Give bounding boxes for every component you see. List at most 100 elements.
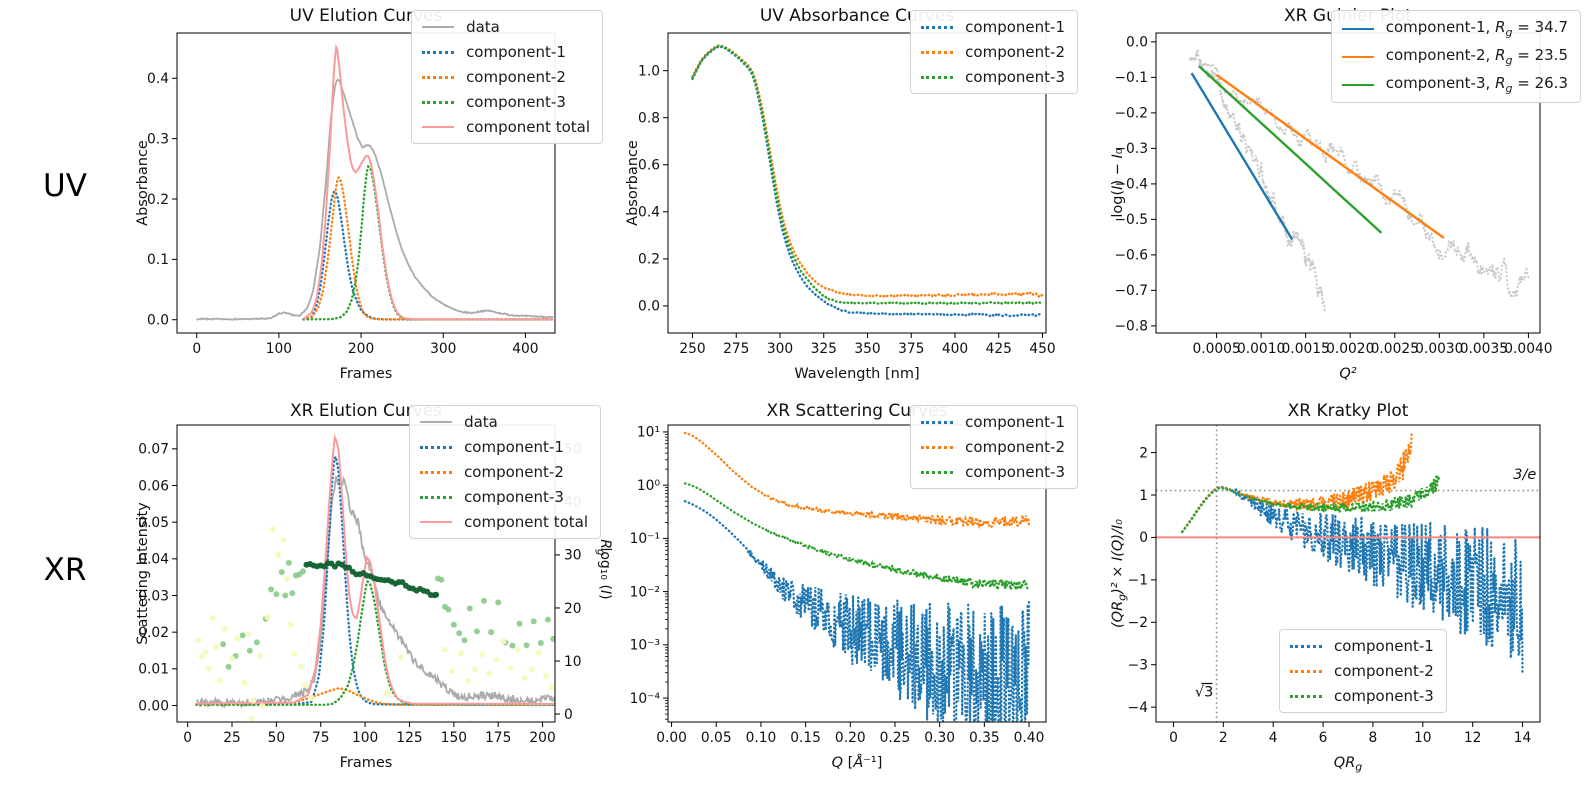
chart-xr-scattering-curves: XR Scattering Curves 0.00 0.05 0.10 0.15 0.20… <box>620 395 1090 790</box>
svg-text:75: 75 <box>312 730 330 746</box>
legend-dotted-line-sample <box>1290 694 1322 698</box>
x-axis-ticks: 0 25 50 75 100 125 150 175 200 <box>183 722 556 746</box>
svg-text:0.2: 0.2 <box>147 192 169 208</box>
chart-title: XR Kratky Plot <box>1288 401 1409 421</box>
svg-text:0.10: 0.10 <box>746 730 777 746</box>
chart-title: UV Elution Curves <box>290 6 443 26</box>
svg-text:0.0040: 0.0040 <box>1504 341 1552 357</box>
legend-label: component-2 <box>965 43 1065 61</box>
svg-text:10⁻³: 10⁻³ <box>630 638 660 654</box>
y2-axis-label: log₁₀ (I) <box>597 547 613 599</box>
svg-text:0.04: 0.04 <box>138 552 169 568</box>
x-axis-ticks: 0 2 4 6 8 10 12 14 <box>1169 722 1531 746</box>
series-component-total <box>302 43 554 321</box>
svg-text:125: 125 <box>396 730 422 746</box>
svg-text:0.4: 0.4 <box>147 71 169 87</box>
svg-text:−4: −4 <box>1128 700 1148 716</box>
svg-text:375: 375 <box>898 341 924 357</box>
legend-label: component-3 <box>1334 687 1434 705</box>
y-axis-label: Absorbance <box>135 140 151 226</box>
legend-solid-line-sample <box>420 421 453 423</box>
legend-label: component-1, Rg = 34.7 <box>1385 18 1568 39</box>
row-label-xr: XR <box>43 552 87 588</box>
series-fit-component-1 <box>1190 72 1294 241</box>
legend-entry: component-1 <box>921 18 1065 36</box>
svg-text:−1: −1 <box>1128 573 1148 589</box>
x-axis-label: Wavelength [nm] <box>794 366 919 382</box>
legend-entry: component-3 <box>921 68 1065 86</box>
chart-xr-kratky-plot: XR Kratky Plot 0 2 4 6 8 10 12 14 −4 −3 −2 −1 0 1 2 QRg(… <box>1105 395 1593 790</box>
y-axis-ticks: 0.00 0.01 0.02 0.03 0.04 0.05 0.06 0.07 <box>138 442 177 714</box>
svg-text:0.0015: 0.0015 <box>1282 341 1330 357</box>
y-axis-label: Absorbance <box>625 140 641 226</box>
svg-text:−0.8: −0.8 <box>1114 319 1148 335</box>
legend-dotted-line-sample <box>422 75 455 79</box>
row-label-uv: UV <box>43 168 87 204</box>
svg-text:275: 275 <box>723 341 749 357</box>
legend-label: component-1 <box>466 43 566 61</box>
legend-entry: component-1 <box>420 438 588 456</box>
series-fit-component-3 <box>1197 65 1383 234</box>
svg-text:0.0: 0.0 <box>147 313 169 329</box>
legend-dotted-line-sample <box>420 470 453 474</box>
legend: component-1 component-2 component-3 <box>910 10 1078 94</box>
legend-label: component-2 <box>466 68 566 86</box>
series-component-1 <box>302 190 555 321</box>
legend: component-1 component-2 component-3 <box>1279 629 1447 713</box>
legend: data component-1 component-2 component-3 com… <box>409 405 601 539</box>
legend-entry: component-2 <box>420 463 588 481</box>
svg-text:200: 200 <box>529 730 555 746</box>
svg-text:300: 300 <box>767 341 793 357</box>
legend-dotted-line-sample <box>921 50 954 54</box>
legend-solid-line-sample <box>1341 27 1374 30</box>
x-axis-label: Q² <box>1339 366 1356 382</box>
svg-text:0.0030: 0.0030 <box>1415 341 1463 357</box>
svg-text:8: 8 <box>1369 730 1378 746</box>
chart-uv-absorbance-curves: UV Absorbance Curves 250 275 300 325 350 375 40… <box>620 0 1090 395</box>
svg-text:0.0: 0.0 <box>1126 35 1148 51</box>
chart-svg: XR Scattering Curves 0.00 0.05 0.10 0.15 0.20… <box>630 401 1047 771</box>
svg-text:0.2: 0.2 <box>638 252 660 268</box>
series-component-2 <box>302 175 555 321</box>
series-guinier-data-1 <box>1188 48 1327 315</box>
svg-text:10⁻⁴: 10⁻⁴ <box>630 691 661 707</box>
series-component-2 <box>683 431 1031 530</box>
svg-text:0.35: 0.35 <box>969 730 1000 746</box>
chart-title: XR Elution Curves <box>290 401 442 421</box>
y-axis-ticks: −4 −3 −2 −1 0 1 2 <box>1128 445 1156 716</box>
legend-label: data <box>466 18 500 36</box>
svg-text:175: 175 <box>485 730 511 746</box>
legend-entry: component-3 <box>422 93 590 111</box>
y-axis-ticks: 0.0 0.1 0.2 0.3 0.4 <box>147 71 177 329</box>
series-group <box>195 433 555 722</box>
series-component-1 <box>691 45 1044 318</box>
svg-text:0.06: 0.06 <box>138 478 169 494</box>
svg-text:450: 450 <box>1029 341 1055 357</box>
legend-label: component-1 <box>464 438 564 456</box>
svg-text:100: 100 <box>352 730 378 746</box>
series-component-3 <box>683 482 1031 593</box>
svg-text:0.25: 0.25 <box>880 730 911 746</box>
series-group <box>691 44 1044 318</box>
svg-text:10¹: 10¹ <box>637 425 660 441</box>
annotation: 3/e <box>1513 467 1536 483</box>
x-axis-ticks: 0.00050.00100.00150.00200.00250.00300.00… <box>1192 333 1553 357</box>
scatter-rg-dark <box>303 560 440 599</box>
legend-label: component-1 <box>965 18 1065 36</box>
legend-dotted-line-sample <box>921 25 954 29</box>
svg-text:−0.3: −0.3 <box>1114 141 1148 157</box>
legend-label: component-3 <box>965 463 1065 481</box>
series-component-3 <box>691 44 1044 306</box>
x-axis-label: Frames <box>340 366 393 382</box>
x-axis-ticks: 250 275 300 325 350 375 400 425 450 <box>679 333 1056 357</box>
legend-entry: component-1 <box>921 413 1065 431</box>
y-axis-ticks: 0.0 0.2 0.4 0.6 0.8 1.0 <box>638 63 668 315</box>
legend-entry: component-2, Rg = 23.5 <box>1341 46 1568 67</box>
x-axis-label: Frames <box>340 755 393 771</box>
x-axis-ticks: 0.00 0.05 0.10 0.15 0.20 0.25 0.30 0.35 0.40 <box>656 722 1044 746</box>
chart-title: XR Scattering Curves <box>767 401 948 421</box>
svg-text:0.20: 0.20 <box>835 730 866 746</box>
legend: component-1 component-2 component-3 <box>910 405 1078 489</box>
series-component-1 <box>683 500 1031 722</box>
series-fit-component-2 <box>1215 73 1445 239</box>
